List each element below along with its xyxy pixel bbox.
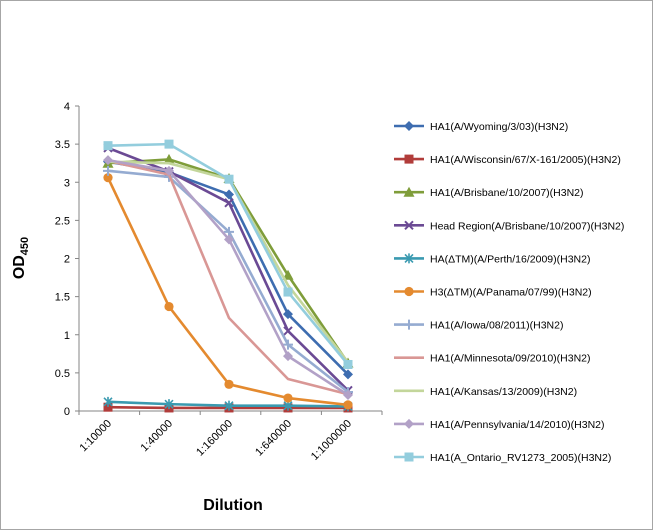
legend-label: H3(ΔTM)(A/Panama/07/99)(H3N2) [430, 287, 592, 299]
legend-marker [403, 186, 415, 197]
data-point [164, 139, 174, 149]
data-point [224, 379, 234, 389]
series-11 [103, 139, 353, 369]
legend-entry: HA1(A/Wisconsin/67/X-161/2005)(H3N2) [394, 154, 621, 166]
series-line [107, 159, 349, 396]
legend-marker [404, 154, 414, 164]
legend-label: HA1(A/Iowa/08/2011)(H3N2) [430, 320, 563, 332]
y-tick-label: 1.5 [55, 292, 70, 304]
legend-entry: HA(ΔTM)(A/Perth/16/2009)(H3N2) [394, 253, 590, 265]
legend-entry: HA1(A/Wyoming/3/03)(H3N2) [394, 121, 568, 133]
data-point [103, 396, 113, 407]
data-point [283, 309, 293, 320]
legend-label: HA1(A/Wyoming/3/03)(H3N2) [430, 121, 568, 133]
series-6 [103, 173, 353, 410]
data-point [103, 173, 113, 183]
x-tick-label: 1:40000 [139, 418, 176, 455]
series-8 [107, 159, 349, 396]
data-point [164, 301, 174, 312]
x-tick-label: 1:1000000 [309, 418, 354, 463]
data-point [343, 389, 353, 400]
data-point [164, 399, 174, 410]
legend-label: HA(ΔTM)(A/Perth/16/2009)(H3N2) [430, 253, 590, 265]
legend-entry: HA1(A_Ontario_RV1273_2005)(H3N2) [394, 452, 611, 464]
legend-marker [404, 121, 414, 131]
legend-marker [404, 418, 414, 429]
legend-label: HA1(A/Wisconsin/67/X-161/2005)(H3N2) [430, 154, 621, 166]
legend-entry: HA1(A/Iowa/08/2011)(H3N2) [394, 319, 563, 332]
data-point [103, 141, 113, 151]
data-point [343, 400, 353, 410]
legend-marker [404, 319, 414, 330]
y-tick-label: 1 [64, 330, 70, 342]
data-point [283, 287, 293, 297]
y-tick-label: 0 [64, 406, 70, 418]
data-point [283, 393, 293, 403]
legend-marker [404, 253, 414, 264]
data-point [343, 369, 353, 380]
legend-label: HA1(A/Brisbane/10/2007)(H3N2) [430, 187, 584, 199]
legend-entry: H3(ΔTM)(A/Panama/07/99)(H3N2) [394, 287, 592, 299]
y-tick-label: 3 [64, 177, 70, 189]
data-point [343, 359, 353, 369]
y-tick-label: 3.5 [55, 139, 70, 151]
data-point [283, 339, 293, 350]
x-tick-label: 1:160000 [194, 418, 235, 459]
legend-entry: HA1(A/Minnesota/09/2010)(H3N2) [394, 353, 591, 365]
data-point [103, 165, 113, 176]
y-axis-title: OD450 [11, 237, 31, 279]
data-point [163, 153, 175, 164]
y-tick-label: 4 [64, 101, 70, 113]
data-point [283, 351, 293, 362]
y-tick-label: 0.5 [55, 368, 70, 380]
data-point [224, 174, 234, 184]
data-point [224, 189, 234, 200]
legend-entry: HA1(A/Brisbane/10/2007)(H3N2) [394, 186, 584, 199]
data-point [224, 198, 234, 208]
legend-label: Head Region(A/Brisbane/10/2007)(H3N2) [430, 220, 624, 232]
legend-label: HA1(A/Minnesota/09/2010)(H3N2) [430, 353, 591, 365]
data-point [103, 402, 113, 412]
legend-entry: Head Region(A/Brisbane/10/2007)(H3N2) [394, 220, 624, 232]
legend: HA1(A/Wyoming/3/03)(H3N2) HA1(A/Wisconsin… [394, 121, 624, 464]
series-line [107, 146, 349, 392]
legend-entry: HA1(A/Pennsylvania/14/2010)(H3N2) [394, 418, 605, 431]
legend-label: HA1(A/Kansas/13/2009)(H3N2) [430, 386, 577, 398]
legend-marker [404, 286, 414, 297]
y-tick-label: 2.5 [55, 215, 70, 227]
data-point [103, 155, 113, 166]
series-1 [103, 156, 353, 380]
series-3 [102, 153, 354, 368]
data-point [164, 165, 174, 176]
legend-marker [404, 452, 414, 462]
x-tick-label: 1:640000 [253, 418, 294, 459]
data-point [282, 269, 294, 280]
legend-entry: HA1(A/Kansas/13/2009)(H3N2) [394, 386, 577, 398]
x-tick-label: 1:10000 [78, 418, 115, 455]
legend-label: HA1(A/Pennsylvania/14/2010)(H3N2) [430, 419, 605, 431]
data-point [283, 326, 293, 336]
legend-marker [404, 220, 414, 231]
data-point [224, 400, 234, 411]
x-axis-title: Dilution [203, 497, 263, 514]
series-line [107, 158, 350, 364]
data-point [224, 234, 234, 245]
series-10 [103, 155, 353, 400]
y-tick-label: 2 [64, 254, 70, 266]
legend-label: HA1(A_Ontario_RV1273_2005)(H3N2) [430, 452, 611, 464]
